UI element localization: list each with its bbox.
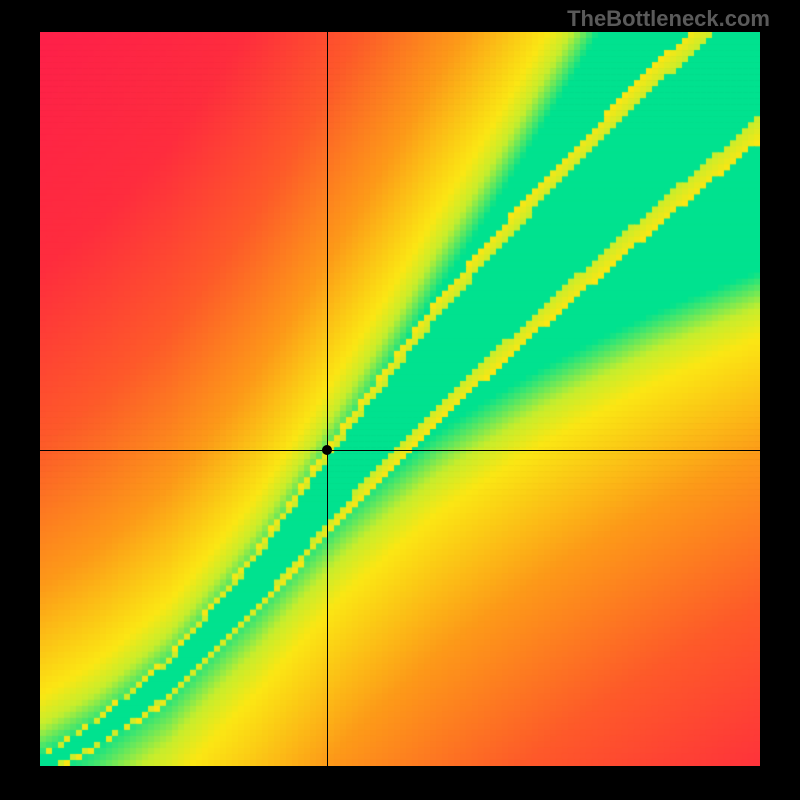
watermark-text: TheBottleneck.com [567, 6, 770, 32]
heatmap-canvas [40, 32, 760, 766]
crosshair-vertical [327, 32, 328, 766]
crosshair-marker-dot [322, 445, 332, 455]
crosshair-horizontal [40, 450, 760, 451]
heatmap-plot-area [40, 32, 760, 766]
